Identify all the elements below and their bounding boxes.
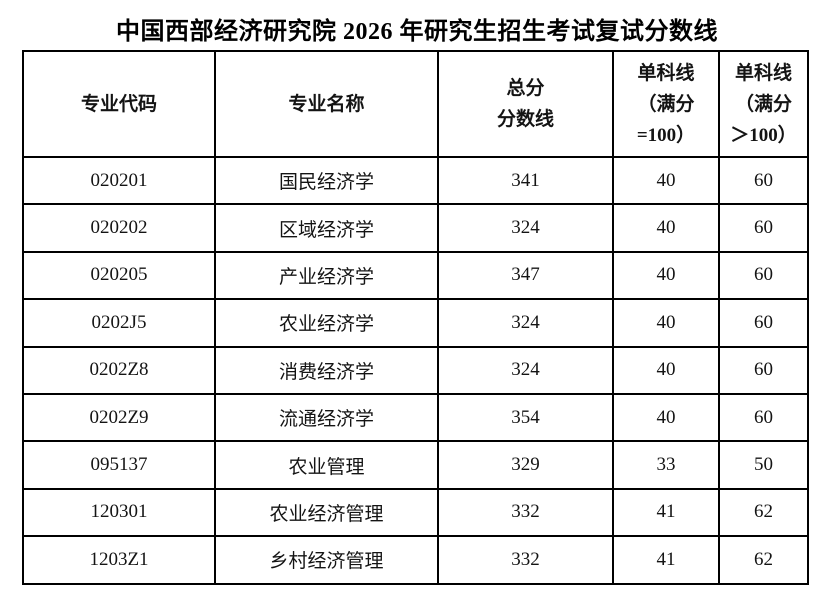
header-line: 专业名称 [288,93,365,115]
column-header-single-subject-gt100: 单科线 （满分 ＞100） [718,50,809,158]
table-row: 020205 产业经济学 347 40 60 [22,250,809,301]
column-header-single-subject-eq100: 单科线 （满分 =100） [612,50,720,158]
column-header-major-code: 专业代码 [22,50,216,158]
table-cell: 40 [612,345,720,395]
table-cell: 41 [612,487,720,538]
table-row: 020201 国民经济学 341 40 60 [22,155,809,206]
table-cell: 324 [437,203,614,253]
table-row: 1203Z1 乡村经济管理 332 41 62 [22,535,809,585]
table-cell: 40 [612,155,720,206]
table-cell: 347 [437,250,614,301]
table-row: 020202 区域经济学 324 40 60 [22,203,809,253]
table-cell: 020201 [22,155,216,206]
table-cell: 60 [718,250,809,301]
score-table: 专业代码 专业名称 总分 分数线 单科线 （满分 =100） 单科线 （满分 [22,50,809,585]
table-cell: 60 [718,345,809,395]
table-body: 020201 国民经济学 341 40 60 020202 区域经济学 324 40 60 0202… [22,155,809,585]
table-cell: 0202J5 [22,298,216,348]
table-cell: 40 [612,250,720,301]
table-cell: 341 [437,155,614,206]
table-header: 专业代码 专业名称 总分 分数线 单科线 （满分 =100） 单科线 （满分 [22,50,809,158]
table-cell: 60 [718,392,809,443]
table-cell: 332 [437,535,614,585]
header-line: =100） [636,124,696,146]
table-cell: 33 [612,440,720,490]
header-line: 专业代码 [80,93,157,115]
header-line: 单科线 [734,62,792,84]
column-header-total-score-line: 总分 分数线 [437,50,614,158]
table-cell: 农业管理 [214,440,439,490]
table-cell: 40 [612,203,720,253]
table-cell: 国民经济学 [214,155,439,206]
table-cell: 324 [437,298,614,348]
table-cell: 020205 [22,250,216,301]
header-line: 总分 [506,78,545,99]
table-row: 0202Z9 流通经济学 354 40 60 [22,392,809,443]
header-line: 单科线 [637,62,695,84]
table-cell: 1203Z1 [22,535,216,585]
table-cell: 流通经济学 [214,392,439,443]
table-cell: 区域经济学 [214,203,439,253]
table-cell: 329 [437,440,614,490]
table-cell: 095137 [22,440,216,490]
table-cell: 60 [718,203,809,253]
table-cell: 40 [612,298,720,348]
header-row: 专业代码 专业名称 总分 分数线 单科线 （满分 =100） 单科线 （满分 [22,50,809,158]
table-cell: 消费经济学 [214,345,439,395]
table-row: 120301 农业经济管理 332 41 62 [22,487,809,538]
table-cell: 62 [718,487,809,538]
table-cell: 354 [437,392,614,443]
table-cell: 0202Z9 [22,392,216,443]
table-cell: 60 [718,298,809,348]
table-cell: 产业经济学 [214,250,439,301]
table-cell: 324 [437,345,614,395]
table-cell: 农业经济管理 [214,487,439,538]
table-cell: 41 [612,535,720,585]
table-cell: 乡村经济管理 [214,535,439,585]
header-line: 分数线 [496,109,554,130]
header-line: ＞100） [730,124,797,146]
table-cell: 0202Z8 [22,345,216,395]
table-row: 0202J5 农业经济学 324 40 60 [22,298,809,348]
table-row: 0202Z8 消费经济学 324 40 60 [22,345,809,395]
header-line: （满分 [637,93,695,115]
table-cell: 020202 [22,203,216,253]
table-cell: 60 [718,155,809,206]
table-row: 095137 农业管理 329 33 50 [22,440,809,490]
table-cell: 120301 [22,487,216,538]
table-cell: 50 [718,440,809,490]
table-cell: 332 [437,487,614,538]
column-header-major-name: 专业名称 [214,50,439,158]
page-title: 中国西部经济研究院 2026 年研究生招生考试复试分数线 [116,19,718,45]
table-cell: 农业经济学 [214,298,439,348]
table-cell: 62 [718,535,809,585]
table-cell: 40 [612,392,720,443]
header-line: （满分 [734,93,792,115]
